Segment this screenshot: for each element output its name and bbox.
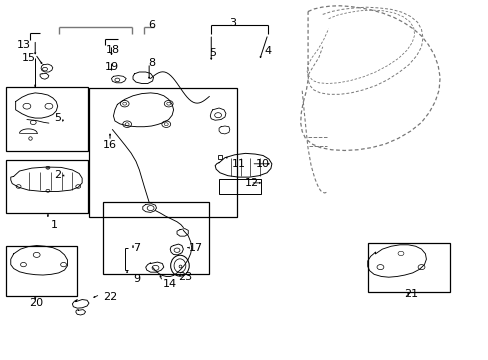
Text: 13: 13 [17,40,30,50]
Bar [6,160,88,213]
Text: 20: 20 [30,298,43,308]
Text: 3: 3 [228,18,235,28]
Text: 5: 5 [209,48,216,58]
Text: 15: 15 [21,53,35,63]
Text: 5: 5 [54,113,61,123]
Text: 14: 14 [163,279,177,289]
Bar [219,179,260,194]
Bar [102,202,209,274]
Bar [6,246,77,296]
Text: 18: 18 [105,45,119,55]
Bar [6,87,88,151]
Text: 10: 10 [256,159,269,169]
Text: 2: 2 [54,170,61,180]
Text: 16: 16 [103,140,117,150]
Text: 1: 1 [51,220,58,230]
Bar [89,88,236,217]
Text: 17: 17 [188,243,202,253]
Text: 11: 11 [231,159,245,169]
Text: 21: 21 [403,289,417,300]
Bar [367,243,449,292]
Text: 23: 23 [178,272,191,282]
Text: 6: 6 [148,20,155,30]
Text: 8: 8 [148,58,155,68]
Text: 7: 7 [133,243,140,253]
Text: 19: 19 [104,62,118,72]
Text: 12: 12 [244,178,258,188]
Text: 4: 4 [264,46,271,56]
Text: 22: 22 [102,292,117,302]
Text: 9: 9 [133,274,140,284]
